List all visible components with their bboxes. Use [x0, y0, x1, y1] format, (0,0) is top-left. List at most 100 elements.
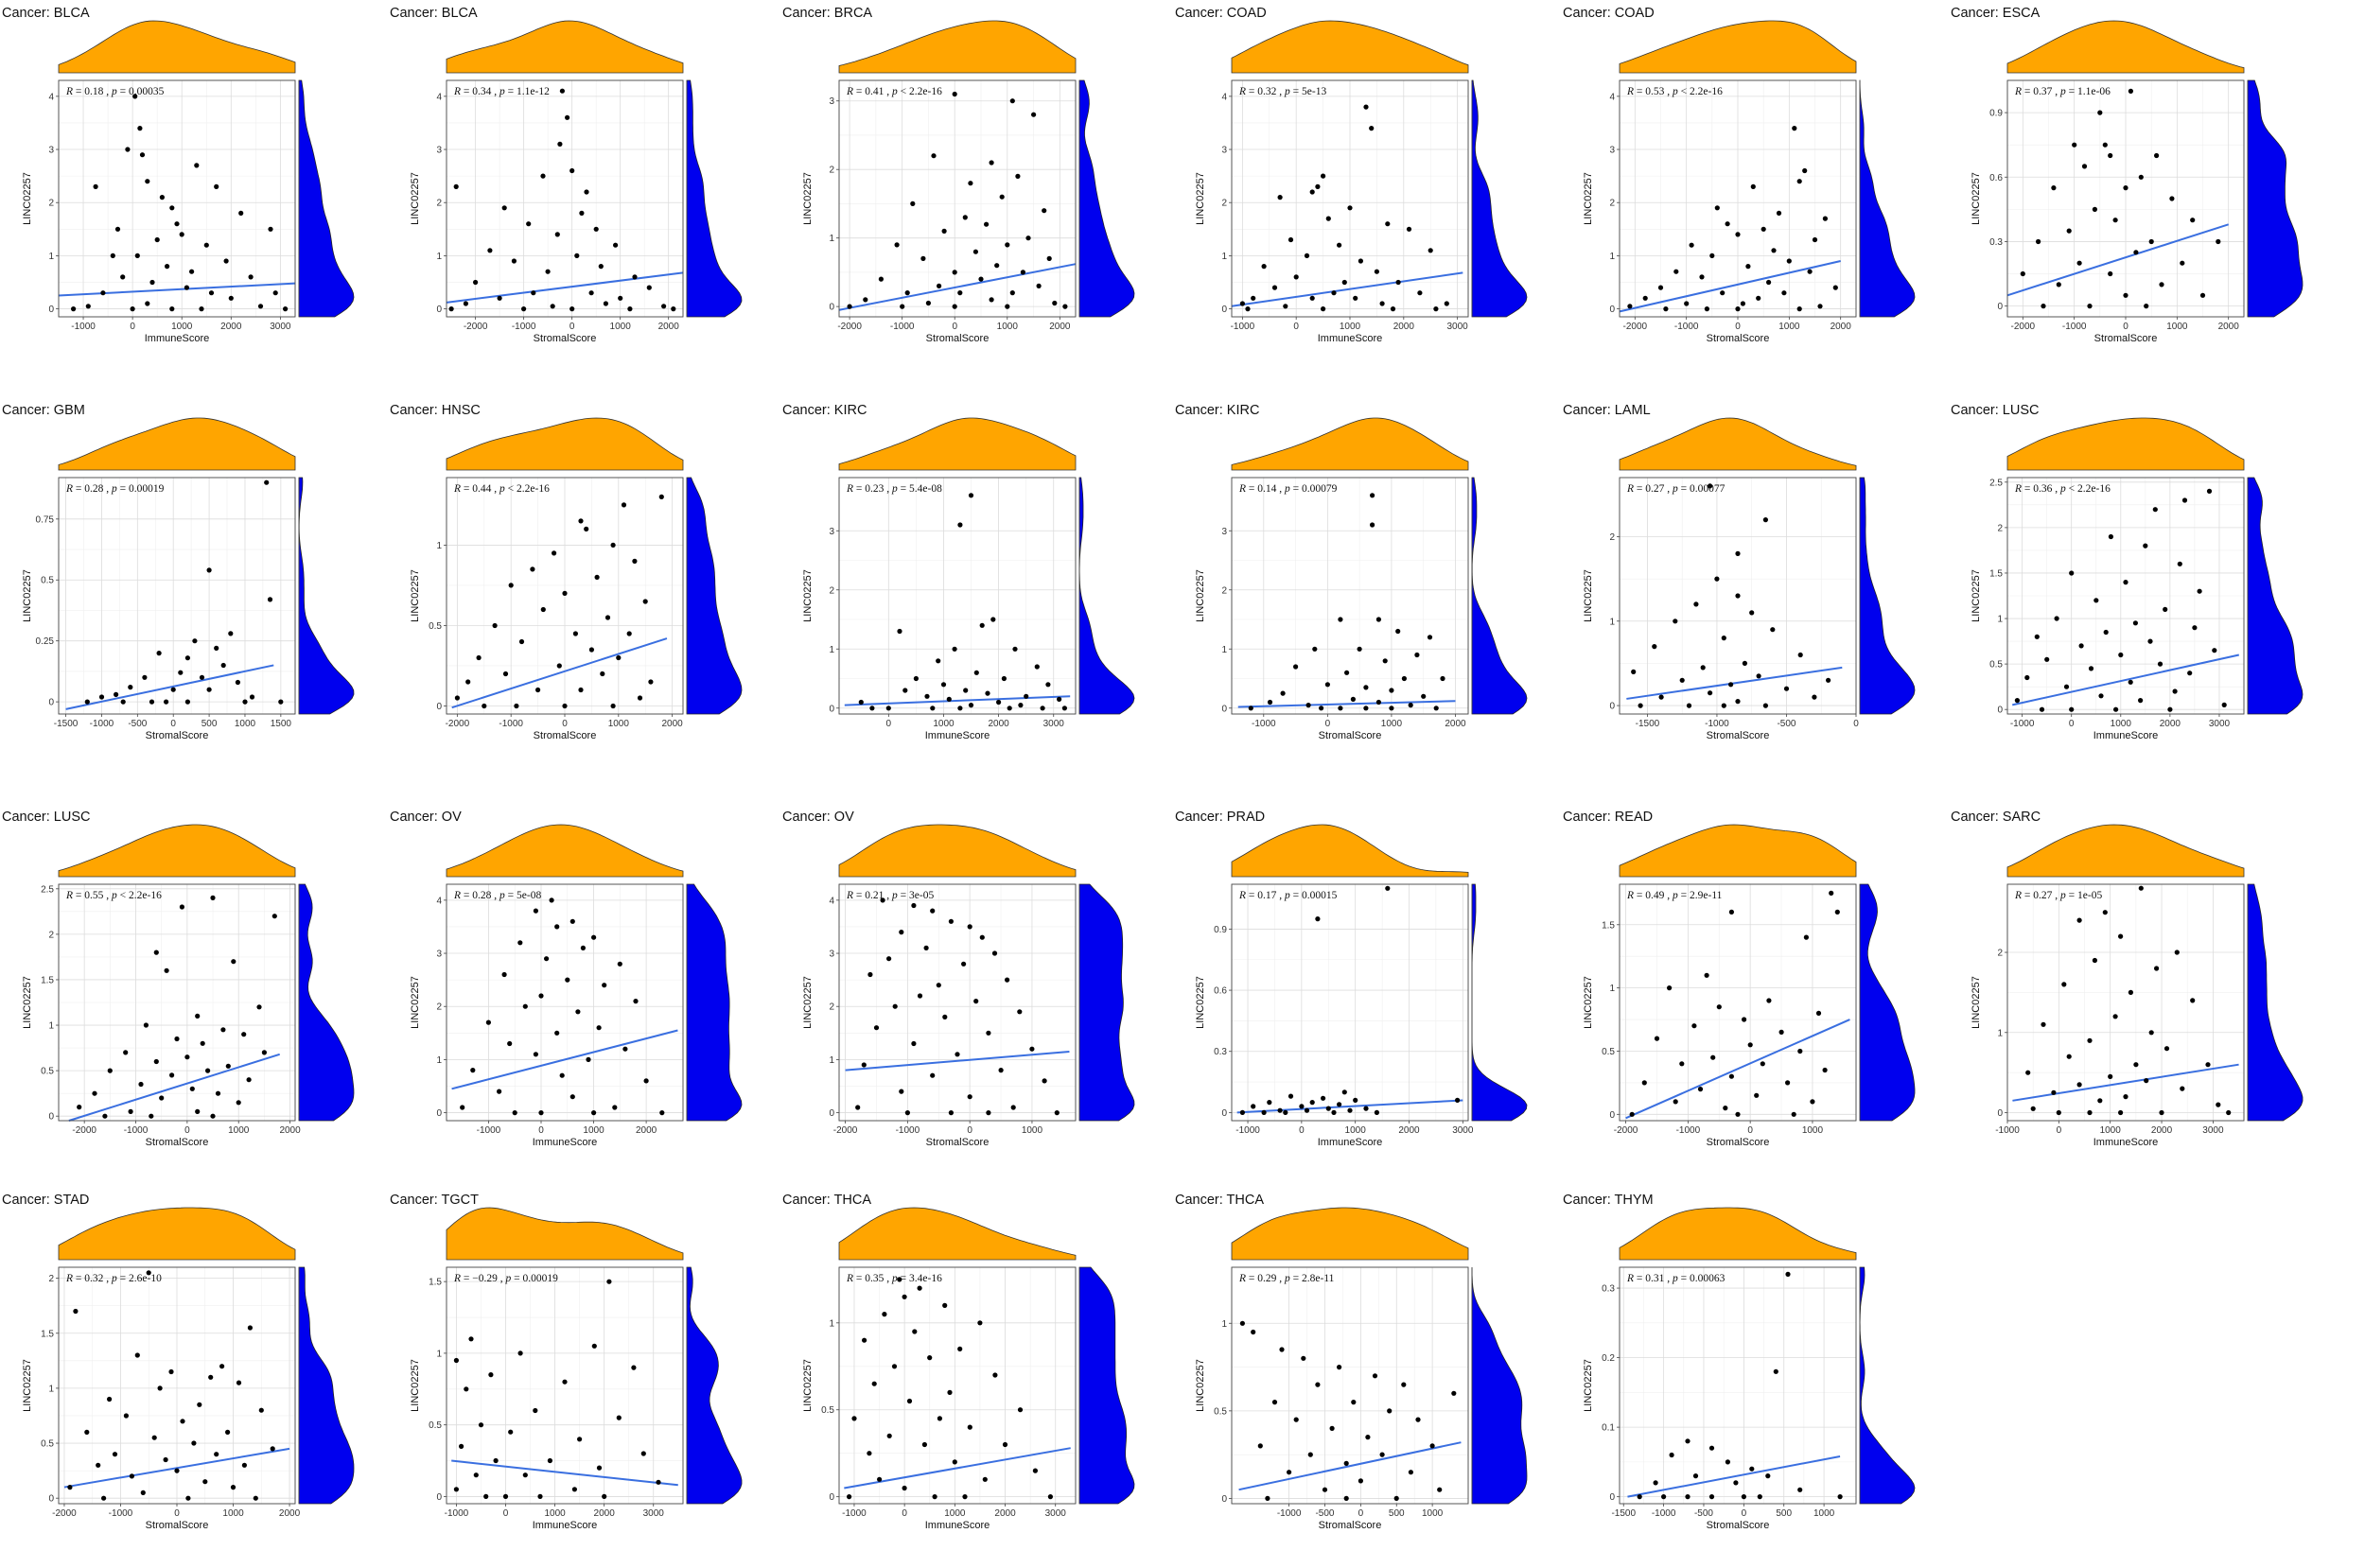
y-tick-label: 0	[829, 303, 834, 313]
data-point	[957, 522, 963, 528]
correlation-stat: R = 0.14 , p = 0.00079	[1238, 483, 1338, 495]
data-point	[968, 703, 974, 708]
x-tick-label: -1500	[1636, 719, 1660, 729]
y-tick-label: 4	[436, 896, 442, 906]
data-point	[1309, 189, 1315, 195]
data-point	[77, 1105, 82, 1110]
y-density	[298, 79, 355, 318]
y-tick-label: 1	[1609, 252, 1615, 262]
data-point	[191, 1440, 197, 1446]
data-point	[913, 675, 919, 682]
data-point	[1815, 1010, 1822, 1016]
data-point	[1421, 693, 1427, 699]
data-point	[1017, 1009, 1023, 1015]
data-point	[140, 1490, 146, 1495]
plot-frame	[58, 79, 296, 318]
data-point	[1277, 195, 1283, 200]
data-point	[511, 258, 517, 264]
data-point	[616, 1415, 622, 1420]
data-point	[1009, 98, 1015, 104]
y-tick-label: 0	[829, 1108, 834, 1119]
x-tick-label: 2000	[1398, 1125, 1420, 1136]
y-tick-label: 0	[1609, 1110, 1615, 1121]
data-point	[1338, 706, 1343, 711]
y-axis-label: LINC02257	[1971, 976, 1982, 1029]
data-point	[164, 699, 169, 705]
scatter-panel: Cancer: BLCA -1000 0 1000 2000 3000 0 1 2 3 4 Immun…	[0, 0, 378, 378]
data-point	[1347, 205, 1353, 211]
correlation-stat: R = 0.34 , p = 1.1e-12	[453, 86, 550, 97]
data-point	[1714, 576, 1720, 582]
data-point	[550, 304, 555, 309]
data-point	[1771, 248, 1777, 253]
data-point	[210, 1113, 216, 1119]
data-point	[1032, 1468, 1038, 1473]
data-point	[900, 304, 905, 309]
y-axis-label: LINC02257	[1971, 172, 1982, 225]
y-axis-label: LINC02257	[410, 172, 421, 225]
data-point	[1766, 998, 1772, 1003]
data-point	[2187, 671, 2193, 676]
plot-area	[59, 80, 295, 317]
regression-line	[1619, 260, 1841, 313]
scatter-panel: Cancer: STAD -2000 -1000 0 1000 2000 0 0.5 1 1.5 2…	[0, 1187, 378, 1565]
data-point	[930, 908, 936, 914]
x-axis-label: ImmuneScore	[2093, 730, 2158, 741]
data-point	[579, 210, 585, 216]
x-tick-label: 0	[170, 719, 176, 729]
data-point	[1433, 706, 1439, 711]
data-point	[2154, 152, 2160, 159]
y-density	[2247, 79, 2304, 318]
x-tick-label: 0	[569, 322, 575, 332]
data-point	[463, 301, 468, 306]
data-point	[947, 1389, 953, 1395]
plot-frame	[446, 1266, 684, 1505]
data-point	[92, 1090, 97, 1096]
data-point	[205, 1068, 211, 1073]
data-point	[1375, 699, 1381, 706]
regression-line	[63, 1447, 290, 1489]
data-point	[1271, 285, 1278, 290]
data-point	[1742, 1017, 1747, 1022]
data-point	[554, 924, 560, 930]
data-point	[2087, 1037, 2093, 1043]
data-point	[575, 1009, 581, 1015]
x-tick-label: 2000	[2218, 322, 2240, 332]
x-tick-label: -1000	[890, 322, 915, 332]
x-tick-label: 3000	[643, 1508, 665, 1519]
data-point	[492, 622, 498, 629]
data-point	[1408, 1470, 1413, 1475]
x-tick-label: 2000	[220, 322, 242, 332]
data-point	[533, 1407, 538, 1414]
data-point	[1001, 675, 1007, 682]
data-point	[867, 971, 873, 978]
data-point	[256, 1004, 262, 1010]
data-point	[1337, 1365, 1342, 1370]
data-point	[246, 1077, 252, 1083]
x-tick-label: 1000	[2111, 719, 2132, 729]
data-point	[977, 1320, 983, 1326]
data-point	[2167, 706, 2173, 712]
scatter-chart: Cancer: GBM -1500 -1000 -500 0 500 1000 1500 0 0.…	[2, 403, 355, 741]
y-tick-label: 1	[829, 645, 834, 655]
data-point	[1325, 216, 1331, 221]
x-tick-label: 1000	[608, 719, 630, 729]
data-point	[930, 1072, 936, 1078]
regression-line	[451, 1459, 678, 1487]
y-tick-label: 0.2	[1602, 1353, 1615, 1364]
y-tick-label: 0.5	[41, 1067, 54, 1077]
scatter-panel: Cancer: TGCT -1000 0 1000 2000 3000 0 0.5 1 1.5 Im…	[388, 1187, 766, 1565]
data-point	[2216, 1102, 2221, 1107]
data-point	[195, 1013, 201, 1019]
data-point	[1440, 675, 1445, 682]
plot-frame	[1619, 477, 1857, 715]
data-point	[1792, 126, 1797, 131]
data-point	[154, 236, 160, 243]
x-tick-label: -2000	[1623, 322, 1648, 332]
y-tick-label: 0	[436, 1108, 442, 1119]
data-point	[2112, 1014, 2118, 1019]
y-tick-label: 2	[1997, 523, 2003, 533]
data-point	[163, 1456, 168, 1463]
data-point	[1761, 226, 1766, 232]
data-point	[1357, 646, 1362, 652]
